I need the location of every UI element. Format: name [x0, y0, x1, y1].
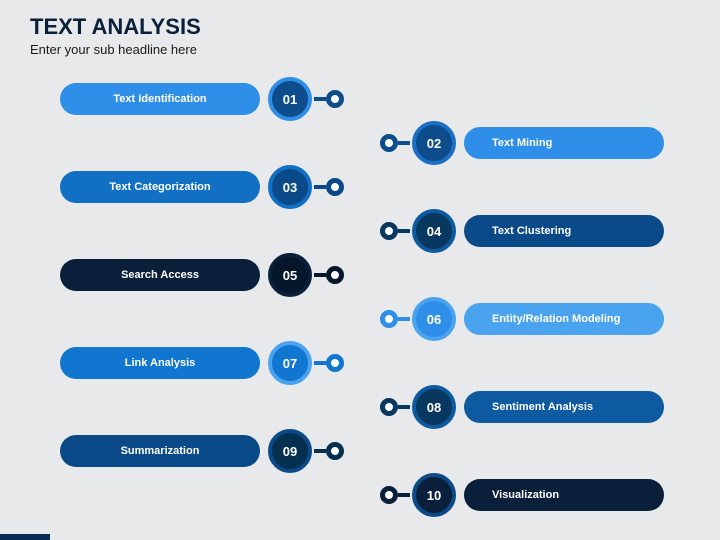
connector-dot — [326, 90, 344, 108]
page-subtitle: Enter your sub headline here — [30, 42, 690, 57]
step-label: Entity/Relation Modeling — [492, 313, 620, 325]
connector-line — [398, 229, 410, 233]
step-pill: Summarization — [60, 435, 260, 467]
connector-line — [314, 449, 326, 453]
connector-line — [398, 317, 410, 321]
step-label: Link Analysis — [125, 357, 196, 369]
connector-dot — [380, 222, 398, 240]
step-07: Link Analysis 07 — [60, 341, 344, 385]
bottom-accent-bar — [0, 534, 50, 540]
step-number-circle: 05 — [268, 253, 312, 297]
step-03: Text Categorization 03 — [60, 165, 344, 209]
page-title: TEXT ANALYSIS — [30, 14, 690, 40]
step-08: Sentiment Analysis 08 — [380, 385, 664, 429]
step-number-circle: 08 — [412, 385, 456, 429]
connector-dot — [326, 178, 344, 196]
step-number-circle: 09 — [268, 429, 312, 473]
header: TEXT ANALYSIS Enter your sub headline he… — [0, 0, 720, 61]
step-number: 05 — [283, 268, 297, 283]
step-pill: Text Categorization — [60, 171, 260, 203]
step-pill: Search Access — [60, 259, 260, 291]
step-number-circle: 03 — [268, 165, 312, 209]
connector-dot — [380, 134, 398, 152]
connector-dot — [380, 398, 398, 416]
connector-dot — [326, 266, 344, 284]
step-pill: Visualization — [464, 479, 664, 511]
connector-line — [314, 361, 326, 365]
step-number: 07 — [283, 356, 297, 371]
connector-line — [398, 493, 410, 497]
connector-dot — [380, 310, 398, 328]
step-pill: Sentiment Analysis — [464, 391, 664, 423]
step-label: Sentiment Analysis — [492, 401, 593, 413]
step-number-circle: 01 — [268, 77, 312, 121]
step-label: Text Mining — [492, 137, 552, 149]
step-number-circle: 10 — [412, 473, 456, 517]
step-label: Visualization — [492, 489, 559, 501]
step-number-circle: 06 — [412, 297, 456, 341]
connector-line — [398, 405, 410, 409]
step-04: Text Clustering 04 — [380, 209, 664, 253]
step-pill: Link Analysis — [60, 347, 260, 379]
connector-line — [314, 185, 326, 189]
connector-dot — [380, 486, 398, 504]
connector-dot — [326, 354, 344, 372]
step-02: Text Mining 02 — [380, 121, 664, 165]
step-number-circle: 02 — [412, 121, 456, 165]
step-number-circle: 07 — [268, 341, 312, 385]
step-number: 04 — [427, 224, 441, 239]
step-09: Summarization 09 — [60, 429, 344, 473]
step-label: Summarization — [121, 445, 200, 457]
step-number: 08 — [427, 400, 441, 415]
step-01: Text Identification 01 — [60, 77, 344, 121]
step-10: Visualization 10 — [380, 473, 664, 517]
step-number: 02 — [427, 136, 441, 151]
step-label: Text Categorization — [109, 181, 210, 193]
step-05: Search Access 05 — [60, 253, 344, 297]
step-number: 01 — [283, 92, 297, 107]
step-number: 03 — [283, 180, 297, 195]
connector-dot — [326, 442, 344, 460]
connector-line — [314, 273, 326, 277]
connector-line — [314, 97, 326, 101]
step-number: 09 — [283, 444, 297, 459]
step-label: Text Clustering — [492, 225, 571, 237]
step-label: Search Access — [121, 269, 199, 281]
connector-line — [398, 141, 410, 145]
step-label: Text Identification — [113, 93, 206, 105]
step-number-circle: 04 — [412, 209, 456, 253]
step-pill: Entity/Relation Modeling — [464, 303, 664, 335]
step-pill: Text Clustering — [464, 215, 664, 247]
step-number: 06 — [427, 312, 441, 327]
step-pill: Text Identification — [60, 83, 260, 115]
step-06: Entity/Relation Modeling 06 — [380, 297, 664, 341]
step-number: 10 — [427, 488, 441, 503]
diagram-area: Text Identification 01 Text Mining 02 Text C… — [0, 71, 720, 531]
step-pill: Text Mining — [464, 127, 664, 159]
